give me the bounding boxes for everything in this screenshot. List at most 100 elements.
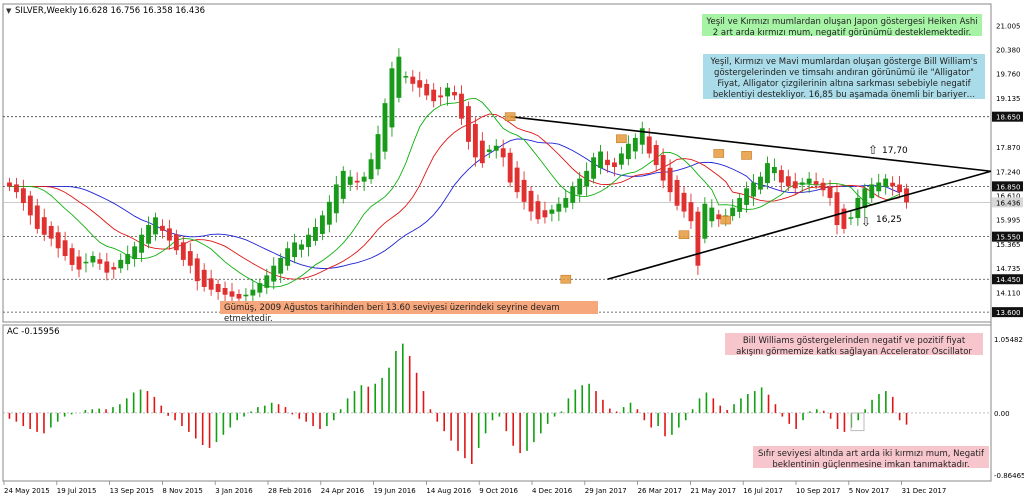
price-axis-label: 17.870 bbox=[996, 144, 1021, 152]
candle-body bbox=[347, 176, 353, 185]
candle-body bbox=[799, 182, 805, 185]
candle-body bbox=[765, 163, 770, 184]
candle-body bbox=[139, 234, 145, 253]
time-axis-label: 31 Dec 2017 bbox=[902, 487, 947, 495]
price-marker bbox=[678, 230, 690, 240]
candle-body bbox=[862, 188, 868, 209]
price-axis-label: 21.005 bbox=[996, 23, 1021, 31]
candle-body bbox=[528, 190, 534, 212]
candle-body bbox=[618, 153, 624, 165]
candle-body bbox=[695, 211, 701, 266]
candle-body bbox=[744, 188, 750, 205]
candle-body bbox=[841, 208, 847, 229]
candle-body bbox=[250, 289, 256, 296]
candle-body bbox=[243, 294, 249, 297]
price-axis-label: 14.450 bbox=[996, 276, 1021, 284]
candle-body bbox=[7, 182, 12, 187]
candle-body bbox=[313, 226, 318, 241]
candle-body bbox=[208, 278, 214, 290]
candle-body bbox=[431, 89, 437, 102]
candle-body bbox=[514, 167, 520, 193]
candle-body bbox=[438, 95, 444, 98]
time-axis-label: 26 Mar 2017 bbox=[638, 487, 682, 495]
candle-body bbox=[55, 232, 61, 249]
candle-body bbox=[591, 157, 597, 179]
candle-body bbox=[876, 182, 882, 192]
candle-body bbox=[333, 184, 339, 214]
ac-axis-label: 0.00 bbox=[994, 410, 1010, 418]
note-heiken-ashi: Yeşil ve Kırmızı mumlardan oluşan Japon … bbox=[702, 14, 982, 38]
candle-body bbox=[97, 259, 103, 264]
candle-body bbox=[521, 179, 527, 202]
candle-body bbox=[542, 210, 548, 218]
time-axis-label: 4 Dec 2016 bbox=[532, 487, 573, 495]
candle-body bbox=[326, 201, 332, 225]
candle-body bbox=[361, 176, 367, 182]
time-axis-label: 9 Oct 2016 bbox=[479, 487, 518, 495]
price-axis-label: 14.735 bbox=[996, 265, 1021, 273]
candle-body bbox=[215, 284, 221, 293]
candle-body bbox=[653, 144, 659, 166]
time-axis-label: 24 May 2015 bbox=[4, 487, 50, 495]
price-axis-label: 20.380 bbox=[996, 47, 1021, 55]
candle-body bbox=[778, 170, 784, 183]
candle-body bbox=[688, 202, 694, 222]
candle-body bbox=[180, 242, 186, 260]
note-accelerator: Bill Williams göstergelerinden negatif v… bbox=[725, 333, 983, 357]
price-marker bbox=[713, 149, 725, 158]
collapse-triangle-icon[interactable]: ▼ bbox=[6, 7, 12, 15]
price-marker bbox=[720, 215, 732, 225]
candle-body bbox=[264, 275, 270, 288]
candle-body bbox=[125, 254, 131, 265]
price-axis-label: 13.600 bbox=[996, 309, 1021, 317]
candle-body bbox=[410, 76, 416, 84]
candle-body bbox=[493, 145, 499, 151]
candle-body bbox=[166, 228, 172, 241]
alligator-line bbox=[9, 113, 900, 280]
price-axis-label: 16.436 bbox=[996, 199, 1021, 207]
candle-body bbox=[222, 288, 228, 295]
time-axis-label: 14 Aug 2016 bbox=[426, 487, 471, 495]
alligator-line bbox=[9, 97, 900, 288]
candle-body bbox=[340, 170, 346, 199]
note-zero-line: Sıfır seviyesi altında art arda iki kırm… bbox=[753, 446, 989, 470]
price-axis-tag bbox=[992, 231, 1023, 242]
price-axis-label: 16.850 bbox=[996, 183, 1021, 191]
candle-body bbox=[354, 180, 360, 183]
markers-layer bbox=[504, 112, 752, 284]
price-axis-label: 15.365 bbox=[996, 241, 1021, 249]
candle-body bbox=[27, 195, 33, 216]
price-marker bbox=[741, 151, 752, 160]
price-axis-tag bbox=[992, 307, 1023, 318]
time-axis-labels: 24 May 2015 19 Jul 2015 13 Sep 2015 8 Nov 2… bbox=[3, 481, 947, 495]
candle-body bbox=[292, 242, 298, 258]
candle-body bbox=[13, 184, 19, 193]
time-axis-label: 24 Apr 2016 bbox=[321, 487, 365, 495]
candle-body bbox=[111, 267, 117, 270]
time-axis-label: 5 Nov 2017 bbox=[849, 487, 889, 495]
ac-axis-label: 1.05482 bbox=[994, 336, 1023, 344]
price-marker bbox=[504, 112, 516, 121]
candle-body bbox=[646, 136, 652, 154]
candle-body bbox=[459, 93, 464, 119]
candle-body bbox=[605, 159, 610, 166]
candle-body bbox=[612, 162, 617, 167]
ac-axis-labels: 1.05482 0.00 -0.86465 bbox=[994, 336, 1024, 480]
candle-body bbox=[479, 140, 485, 164]
candle-body bbox=[667, 167, 673, 193]
candle-body bbox=[674, 179, 680, 206]
candle-body bbox=[424, 83, 430, 96]
candle-body bbox=[827, 186, 833, 198]
candle-body bbox=[173, 234, 179, 251]
candle-body bbox=[403, 76, 409, 78]
candle-body bbox=[271, 265, 277, 282]
price-axis-label: 18.650 bbox=[996, 114, 1021, 122]
candle-body bbox=[465, 106, 471, 142]
candle-body bbox=[62, 240, 68, 257]
candle-body bbox=[306, 234, 311, 248]
candle-body bbox=[584, 170, 590, 187]
candle-body bbox=[883, 178, 889, 187]
candle-body bbox=[486, 149, 492, 152]
candle-body bbox=[771, 167, 777, 174]
candle-body bbox=[681, 192, 687, 212]
